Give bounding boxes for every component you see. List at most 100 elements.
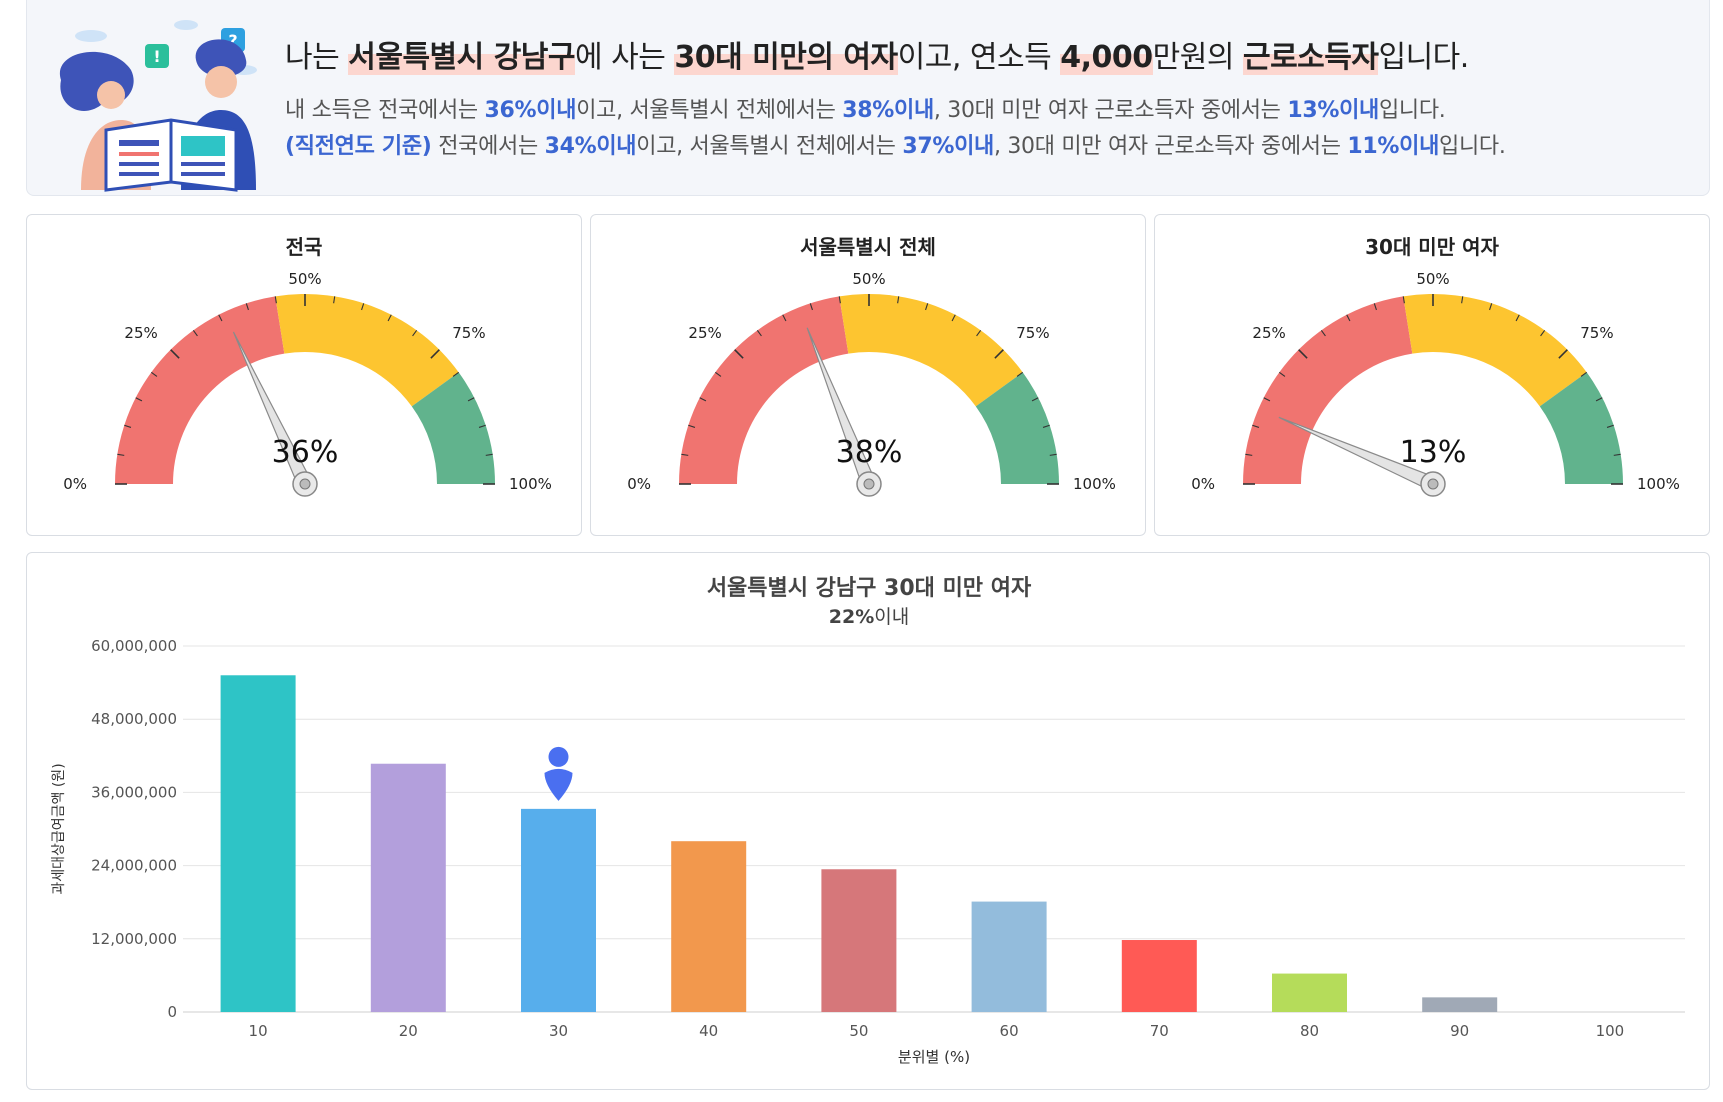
gauge-tick bbox=[430, 349, 440, 359]
gauge-band-high bbox=[1539, 372, 1623, 484]
summary-banner: ! ? 나는 서울특별시 강남구에 사는 30대 미만의 여자이고, 연소득 4… bbox=[26, 0, 1710, 196]
user-position-marker-head bbox=[548, 746, 569, 767]
svg-text:?: ? bbox=[228, 31, 237, 50]
bar bbox=[1272, 973, 1347, 1012]
bar bbox=[821, 869, 897, 1012]
gauge-band-low bbox=[1243, 296, 1413, 484]
y-tick-label: 0 bbox=[167, 1003, 177, 1021]
percentile-bar-chart-card: 서울특별시 강남구 30대 미만 여자 22%이내 0 12,000,000 24,00… bbox=[26, 552, 1710, 1090]
svg-text:!: ! bbox=[153, 47, 160, 66]
x-tick-label: 50 bbox=[849, 1022, 868, 1040]
gauge-band-mid bbox=[839, 294, 1023, 407]
gauge-tick bbox=[838, 296, 841, 304]
gauge-tick bbox=[1278, 371, 1286, 377]
bar bbox=[1121, 940, 1197, 1012]
gauge-tick bbox=[897, 296, 900, 304]
gauge-tick bbox=[1252, 424, 1260, 428]
gauge-scale-label: 100% bbox=[1073, 475, 1116, 493]
gauge-tick bbox=[1558, 349, 1568, 359]
gauge-tick bbox=[467, 397, 475, 402]
chart-subtitle: 22%이내 bbox=[829, 606, 909, 628]
percentile-bar-chart: 서울특별시 강남구 30대 미만 여자 22%이내 0 12,000,000 24,00… bbox=[51, 576, 1685, 1066]
gauge-value-label: 13% bbox=[1400, 435, 1467, 470]
gauge-hub-center bbox=[299, 478, 311, 490]
gauge-tick bbox=[1016, 371, 1024, 377]
reading-people-illustration: ! ? bbox=[59, 20, 257, 192]
y-tick-label: 36,000,000 bbox=[91, 783, 177, 801]
gauge-tick bbox=[1461, 296, 1464, 304]
gauge-scale-label: 50% bbox=[852, 270, 885, 288]
x-tick-label: 100 bbox=[1596, 1022, 1625, 1040]
y-tick-label: 24,000,000 bbox=[91, 857, 177, 875]
gauge-tick bbox=[1580, 371, 1588, 377]
gauge-tick bbox=[124, 424, 132, 428]
y-tick-label: 48,000,000 bbox=[91, 710, 177, 728]
gauge-tick bbox=[714, 371, 722, 377]
gauge-scale-label: 100% bbox=[509, 475, 552, 493]
gauge-tick bbox=[1373, 303, 1377, 311]
gauge-tick bbox=[1613, 453, 1621, 456]
gauge-tick bbox=[1042, 424, 1050, 428]
gauge-tick bbox=[1320, 329, 1326, 337]
gauge-tick bbox=[734, 349, 744, 359]
gauge-hub-center bbox=[863, 478, 875, 490]
gauge-title: 전국 bbox=[285, 235, 323, 259]
gauge-scale-label: 75% bbox=[452, 324, 485, 342]
gauge-band-high bbox=[411, 372, 495, 484]
gauge-tick bbox=[1049, 453, 1057, 456]
gauge-tick bbox=[1606, 424, 1614, 428]
chart-subtitle-value: 22% bbox=[829, 606, 874, 628]
user-position-marker-icon bbox=[544, 768, 573, 801]
bar bbox=[971, 901, 1047, 1012]
gauge-tick bbox=[452, 371, 460, 377]
chart-title: 서울특별시 강남구 30대 미만 여자 bbox=[707, 576, 1032, 601]
bar bbox=[220, 675, 296, 1012]
x-tick-label: 30 bbox=[549, 1022, 568, 1040]
gauge-tick bbox=[1263, 397, 1271, 402]
gauge-scale-label: 0% bbox=[627, 475, 651, 493]
gauge-tick bbox=[218, 314, 223, 322]
gauge-tick bbox=[361, 303, 365, 311]
gauge-value-label: 36% bbox=[272, 435, 339, 470]
gauge-tick bbox=[756, 329, 762, 337]
x-tick-label: 60 bbox=[1000, 1022, 1019, 1040]
gauge-tick bbox=[1298, 349, 1308, 359]
gauge-tick bbox=[782, 314, 787, 322]
gauge-card-group: 30대 미만 여자 0% 25% 50% 75% 100% 13% bbox=[1154, 214, 1710, 536]
x-axis-label: 분위별 (%) bbox=[898, 1048, 970, 1066]
gauge-national: 0% 25% 50% 75% 100% 36% bbox=[63, 270, 552, 497]
region-highlight: 서울특별시 강남구 bbox=[348, 40, 575, 75]
gauge-tick bbox=[951, 314, 956, 322]
gauge-card-seoul: 서울특별시 전체 0% 25% 50% 75% 100% 38% bbox=[590, 214, 1146, 536]
gauge-tick bbox=[170, 349, 180, 359]
summary-current-year: 내 소득은 전국에서는 36%이내이고, 서울특별시 전체에서는 38%이내, … bbox=[285, 98, 1446, 123]
gauge-band-low bbox=[679, 296, 849, 484]
bar bbox=[671, 841, 747, 1012]
gauge-scale-label: 25% bbox=[1252, 324, 1285, 342]
gauge-band-mid bbox=[275, 294, 459, 407]
gauge-tick bbox=[976, 329, 982, 337]
gauge-tick bbox=[478, 424, 486, 428]
gauge-band-mid bbox=[1403, 294, 1587, 407]
gauge-scale-label: 0% bbox=[1191, 475, 1215, 493]
gauge-tick bbox=[1346, 314, 1351, 322]
gauge-tick bbox=[1540, 329, 1546, 337]
gauge-tick bbox=[387, 314, 392, 322]
gauge-tick bbox=[1402, 296, 1405, 304]
gauge-tick bbox=[1245, 453, 1253, 456]
x-tick-label: 80 bbox=[1300, 1022, 1319, 1040]
gauge-title: 서울특별시 전체 bbox=[800, 235, 936, 259]
gauge-tick bbox=[485, 453, 493, 456]
bar bbox=[1422, 997, 1498, 1012]
gauge-tick bbox=[192, 329, 198, 337]
gauge-tick bbox=[245, 303, 249, 311]
gauge-scale-label: 0% bbox=[63, 475, 87, 493]
x-tick-label: 70 bbox=[1150, 1022, 1169, 1040]
chart-subtitle-suffix: 이내 bbox=[874, 606, 909, 628]
y-tick-label: 12,000,000 bbox=[91, 930, 177, 948]
gauge-scale-label: 50% bbox=[288, 270, 321, 288]
gauge-tick bbox=[1595, 397, 1603, 402]
gauge-tick bbox=[1515, 314, 1520, 322]
gauge-group: 0% 25% 50% 75% 100% 13% bbox=[1191, 270, 1680, 497]
gauge-scale-label: 25% bbox=[124, 324, 157, 342]
